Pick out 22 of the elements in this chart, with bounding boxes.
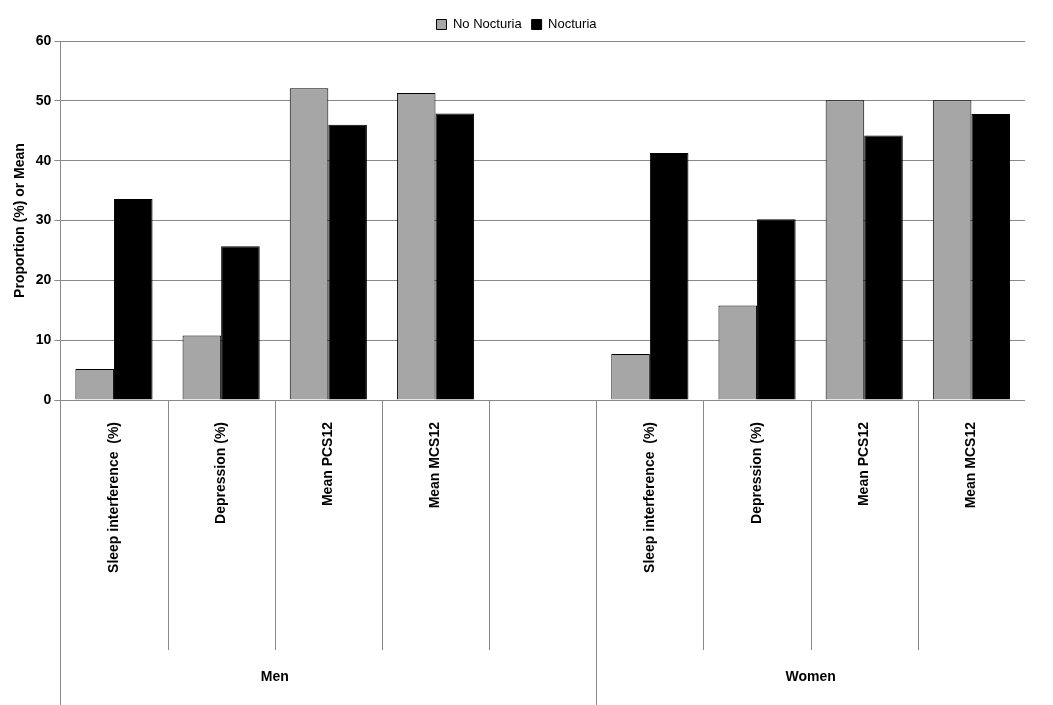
x-tick-label: Mean PCS12 <box>855 421 872 507</box>
bar <box>435 113 475 400</box>
x-tick-label: Sleep interference (%) <box>640 422 657 573</box>
x-tick-label: Mean MCS12 <box>962 421 979 509</box>
x-tick-label: Depression (%) <box>747 422 764 524</box>
y-tick-label: 10 <box>35 331 52 348</box>
legend-label: Nocturia <box>548 16 598 32</box>
bar <box>757 219 796 400</box>
text: Men <box>260 668 289 685</box>
x-tick-label: Mean PCS12 <box>319 421 336 507</box>
y-tick-label: 30 <box>35 211 52 228</box>
text: Women <box>785 668 836 685</box>
legend-label: No Nocturia <box>452 16 523 32</box>
x-tick-label: Depression (%) <box>212 422 228 524</box>
x-tick-label: Mean MCS12 <box>426 421 443 509</box>
y-tick-label: 20 <box>35 271 52 288</box>
y-tick-label: 0 <box>43 390 52 407</box>
y-tick-label: 50 <box>35 91 52 108</box>
y-tick-label: 40 <box>35 151 52 168</box>
y-axis-title: Proportion (%) or Mean <box>11 143 28 298</box>
y-tick-label: 60 <box>35 31 52 48</box>
x-tick-label: Sleep interference (%) <box>104 422 121 573</box>
